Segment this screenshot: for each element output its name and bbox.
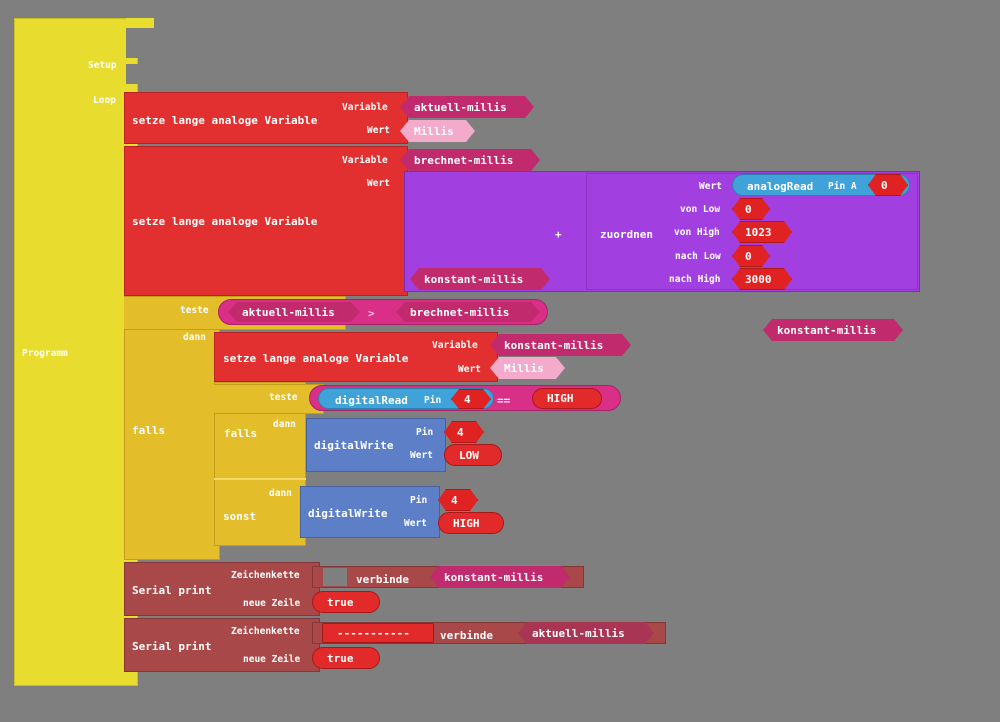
serial-print-1-label: Serial print	[132, 584, 212, 597]
map-value-label: Wert	[699, 181, 722, 192]
digital-write-1-value-label: Wert	[410, 450, 433, 461]
set-variable-2-variable-label: Variable	[342, 155, 388, 166]
program-block[interactable]	[14, 18, 138, 686]
analog-read-label: analogRead	[747, 180, 814, 193]
digital-write-2-high-value[interactable]: HIGH	[438, 512, 504, 534]
millis-value[interactable]: Millis	[400, 120, 475, 142]
millis-value-2[interactable]: Millis	[490, 357, 565, 379]
digital-write-2-label: digitalWrite	[308, 507, 388, 520]
map-from-low-label: von Low	[680, 204, 721, 215]
set-variable-2-value-label: Wert	[367, 178, 390, 189]
compare-gt-operator: >	[368, 307, 375, 320]
set-variable-3-variable-label: Variable	[432, 340, 478, 351]
map-from-high-value[interactable]: 1023	[732, 221, 792, 243]
map-to-low-label: nach Low	[675, 251, 721, 262]
map-from-low-value[interactable]: 0	[732, 198, 770, 220]
set-variable-1-label: setze lange analoge Variable	[132, 114, 318, 127]
variable-konstant-millis[interactable]: konstant-millis	[410, 268, 550, 290]
program-setup-label: Setup	[88, 60, 117, 71]
serial-print-1-newline-true[interactable]: true	[312, 591, 380, 613]
digital-write-block-2[interactable]	[300, 486, 440, 538]
set-variable-block-3[interactable]	[214, 332, 498, 382]
digital-write-1-pin-value[interactable]: 4	[444, 421, 484, 443]
set-variable-2-label: setze lange analoge Variable	[132, 215, 318, 228]
setup-slot[interactable]	[126, 28, 156, 58]
serial-print-2-label: Serial print	[132, 640, 212, 653]
serial-print-2-newline-true[interactable]: true	[312, 647, 380, 669]
if-outer-label: falls	[132, 424, 166, 437]
program-top-tab	[126, 18, 154, 28]
if-outer-then-label: dann	[183, 332, 206, 343]
if-outer-test-label: teste	[180, 305, 209, 316]
digital-read-block[interactable]	[318, 388, 494, 409]
digital-write-1-low-value[interactable]: LOW	[444, 444, 502, 466]
program-loop-label: Loop	[93, 95, 116, 106]
join-1-empty-slot[interactable]	[323, 568, 347, 586]
loose-variable-konstant-millis[interactable]: konstant-millis	[763, 319, 903, 341]
join-1-label: verbinde	[356, 573, 409, 586]
set-variable-block-2[interactable]	[124, 146, 408, 296]
if-inner-label: falls	[224, 427, 258, 440]
if-block-outer[interactable]	[124, 296, 220, 560]
high-constant-cmp[interactable]: HIGH	[532, 388, 602, 409]
serial-print-1-string-label: Zeichenkette	[231, 570, 300, 581]
set-variable-3-value-label: Wert	[458, 364, 481, 375]
loop-slot-gap	[126, 64, 156, 84]
join-2-text-value[interactable]: -----------	[322, 623, 434, 643]
digital-read-pin-label: Pin	[424, 395, 442, 406]
digital-read-label: digitalRead	[335, 394, 408, 407]
join-2-label: verbinde	[440, 629, 493, 642]
if-inner-then-label: dann	[273, 419, 296, 430]
map-to-high-value[interactable]: 3000	[732, 268, 792, 290]
serial-print-block-2[interactable]	[124, 618, 320, 672]
variable-brechnet-millis[interactable]: brechnet-millis	[400, 149, 540, 171]
if-inner-else-label: sonst	[223, 510, 257, 523]
if-inner-else-then-label: dann	[269, 488, 292, 499]
set-variable-3-label: setze lange analoge Variable	[223, 352, 409, 365]
set-variable-block-1[interactable]	[124, 92, 408, 144]
if-inner-test-label: teste	[269, 392, 298, 403]
compare-left-aktuell-millis[interactable]: aktuell-millis	[228, 302, 360, 322]
program-label: Programm	[22, 348, 68, 359]
map-label: zuordnen	[600, 228, 653, 241]
digital-read-pin-value[interactable]: 4	[451, 389, 491, 409]
serial-print-1-newline-label-visible: neue Zeile	[243, 598, 301, 609]
digital-write-2-pin-label: Pin	[410, 495, 428, 506]
map-to-high-label: nach High	[669, 274, 721, 285]
if-block-inner-header	[214, 384, 324, 414]
map-from-high-label: von High	[674, 227, 720, 238]
math-plus-operator: +	[555, 228, 562, 241]
serial-print-block-1[interactable]	[124, 562, 320, 616]
variable-aktuell-millis[interactable]: aktuell-millis	[400, 96, 534, 118]
if-block-inner-else-divider	[214, 478, 306, 480]
join-2-variable[interactable]: aktuell-millis	[518, 622, 654, 644]
analog-read-block[interactable]	[732, 174, 910, 196]
serial-print-2-newline-label: neue Zeile	[243, 654, 301, 665]
set-variable-1-variable-label: Variable	[342, 102, 388, 113]
map-to-low-value[interactable]: 0	[732, 245, 770, 267]
digital-write-1-pin-label: Pin	[416, 427, 434, 438]
analog-pin-value[interactable]: 0	[868, 174, 908, 196]
variable-konstant-millis-target[interactable]: konstant-millis	[490, 334, 631, 356]
join-1-variable[interactable]: konstant-millis	[430, 566, 570, 588]
digital-write-1-label: digitalWrite	[314, 439, 394, 452]
digital-write-block-1[interactable]	[306, 418, 446, 472]
digital-write-2-value-label: Wert	[404, 518, 427, 529]
digital-write-2-pin-value[interactable]: 4	[438, 489, 478, 511]
set-variable-1-value-label: Wert	[367, 125, 390, 136]
serial-print-2-string-label: Zeichenkette	[231, 626, 300, 637]
compare-eq-operator: ==	[497, 394, 511, 407]
analog-read-pin-label: Pin A	[828, 181, 857, 192]
compare-right-brechnet-millis[interactable]: brechnet-millis	[396, 302, 540, 322]
